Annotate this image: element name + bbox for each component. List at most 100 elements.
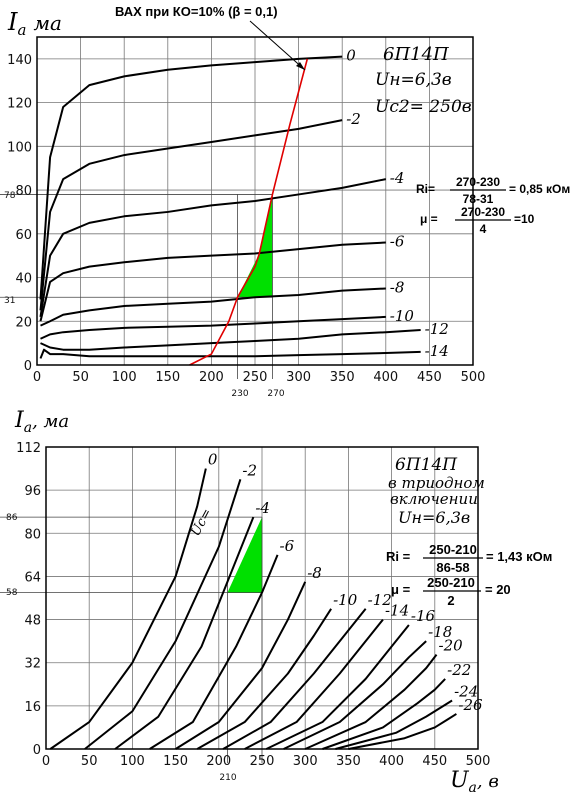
marker-y-78: 78 [4, 191, 16, 201]
x-tick-label: 250 [243, 370, 268, 385]
series-line [40, 329, 421, 351]
y-axis-label: Ia ма [7, 8, 62, 39]
marker-lines [0, 516, 263, 763]
x-tick-label: 0 [33, 370, 41, 385]
series-line [335, 699, 453, 750]
mu-formula: μ = 270-230 4 =10 [420, 205, 535, 236]
y-tick-labels: 0 16 32 48 64 80 96 112 [16, 441, 41, 758]
tube-mode-line1: в триодном [388, 474, 485, 492]
mu-formula: μ = 250-210 2 = 20 [391, 575, 511, 608]
series-labels: 0 -2 -4 -6 -8 -10 -12-14 -16-18-20 -22 -24-26 [208, 451, 483, 714]
svg-text:= 0,85 кОм: = 0,85 кОм [509, 182, 570, 196]
svg-text:78-31: 78-31 [463, 192, 494, 206]
svg-text:=10: =10 [514, 212, 535, 226]
x-tick-label: 400 [379, 754, 404, 769]
load-line [189, 58, 309, 366]
series-label: -2 [242, 461, 257, 479]
x-tick-label: 200 [199, 370, 224, 385]
series-line [39, 119, 343, 311]
x-tick-label: 500 [466, 754, 491, 769]
series-line [40, 287, 386, 327]
x-tick-label: 250 [250, 754, 275, 769]
svg-text:4: 4 [480, 222, 487, 236]
x-tick-label: 50 [81, 754, 98, 769]
series-labels: 0 -2 -4 -6 -8 -10 -12 -14 [346, 47, 449, 360]
chart-top: 0 50 100 150 200 250 300 350 400 450 500 020406080… [0, 4, 570, 399]
uc-label: Uc= [188, 506, 215, 539]
shaded-region [237, 194, 273, 298]
tube-type: 6П14П [383, 44, 449, 65]
y-tick-label: 120 [7, 97, 32, 112]
y-tick-label: 96 [24, 484, 41, 499]
marker-x-230: 230 [231, 389, 248, 399]
shaded-region [227, 517, 262, 593]
series-line [283, 640, 427, 750]
y-tick-label: 40 [15, 272, 32, 287]
marker-y-31: 31 [4, 296, 15, 306]
marker-y-86: 86 [6, 513, 18, 523]
series-group [49, 468, 457, 750]
series-label: -14 [425, 342, 449, 360]
y-tick-label: 80 [15, 184, 32, 199]
svg-text:Ri=: Ri= [416, 182, 435, 196]
x-tick-label: 400 [373, 370, 398, 385]
series-line [39, 55, 343, 300]
series-label: 0 [346, 47, 356, 65]
annotation-pointer [249, 20, 306, 71]
ri-formula: Ri = 250-210 86-58 = 1,43 кОм [386, 542, 552, 575]
series-label: -6 [390, 233, 405, 251]
arrow-head [296, 62, 305, 70]
y-tick-label: 32 [24, 657, 41, 672]
marker-y-58: 58 [6, 588, 18, 598]
x-axis-label: Ua, в [450, 768, 499, 796]
series-label: -16 [411, 607, 436, 625]
svg-text:= 20: = 20 [485, 582, 511, 597]
series-label: -8 [307, 564, 322, 582]
svg-text:86-58: 86-58 [436, 560, 469, 575]
series-label: -14 [385, 602, 409, 620]
x-tick-label: 450 [417, 370, 442, 385]
y-tick-label: 100 [7, 140, 32, 155]
series-line [149, 554, 279, 750]
series-line [39, 178, 386, 318]
x-tick-label: 150 [155, 370, 180, 385]
tube-type: 6П14П [395, 455, 458, 475]
series-label: -8 [390, 278, 405, 296]
y-axis-label: Ia, ма [14, 408, 69, 436]
series-label: -18 [428, 623, 452, 641]
series-line [322, 678, 446, 750]
y-tick-label: 64 [24, 570, 41, 585]
series-label: -10 [333, 591, 358, 609]
y-tick-label: 48 [24, 614, 41, 629]
marker-x-210: 210 [219, 773, 236, 783]
x-tick-label: 100 [112, 370, 137, 385]
series-line [114, 516, 255, 750]
x-tick-label: 200 [206, 754, 231, 769]
plot-frame [45, 446, 479, 750]
series-label: -20 [439, 637, 464, 655]
x-tick-label: 300 [286, 370, 311, 385]
plot-frame [36, 36, 474, 366]
svg-text:270-230: 270-230 [461, 205, 505, 219]
x-tick-label: 150 [163, 754, 188, 769]
series-line [39, 348, 421, 359]
series-label: -12 [425, 320, 449, 338]
tube-mode-line2: включении [390, 490, 478, 508]
series-label: -2 [346, 110, 361, 128]
series-line [39, 241, 386, 322]
svg-text:270-230: 270-230 [456, 175, 500, 189]
series-line [222, 608, 367, 750]
svg-text:Ri =: Ri = [386, 549, 411, 564]
y-tick-label: 0 [24, 359, 32, 374]
chart-bottom: 0 50 100 150 200 250 300 350 400 450 500 0 16 32 48 64… [0, 408, 552, 796]
series-label: -12 [368, 591, 392, 609]
y-tick-label: 0 [33, 743, 41, 758]
series-label: -4 [390, 169, 405, 187]
y-tick-label: 60 [15, 228, 32, 243]
series-label: -4 [255, 499, 270, 517]
series-line [49, 468, 207, 750]
svg-text:2: 2 [447, 593, 454, 608]
x-tick-label: 0 [42, 754, 50, 769]
x-tick-label: 450 [422, 754, 447, 769]
series-line [265, 624, 410, 750]
